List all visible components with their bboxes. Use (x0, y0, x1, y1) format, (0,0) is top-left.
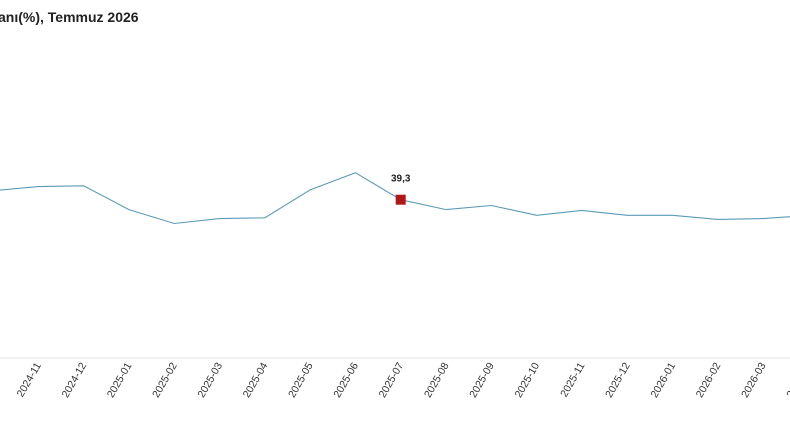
x-tick-label: 2025-11 (558, 360, 587, 399)
x-tick-label: 2025-04 (241, 360, 271, 400)
x-tick-label: 2025-12 (603, 360, 633, 400)
x-tick-label: 2026-01 (648, 360, 678, 400)
x-tick-label: 2026-04 (784, 360, 790, 400)
x-tick-label: 2024-12 (60, 360, 90, 400)
x-tick-label: 2024-11 (15, 360, 44, 399)
chart-title: anı(%), Temmuz 2026 (0, 9, 139, 25)
x-axis-ticks: 2024-11 2024-12 2025-01 2025-02 2025-03 2025-… (15, 360, 790, 400)
x-tick-label: 2025-09 (467, 360, 497, 400)
highlight-data-label: 39,3 (391, 174, 411, 185)
x-tick-label: 2025-10 (513, 360, 543, 400)
x-tick-label: 2025-06 (331, 360, 361, 400)
x-tick-label: 2025-01 (105, 360, 135, 400)
x-tick-label: 2025-03 (195, 360, 225, 400)
x-tick-label: 2026-03 (739, 360, 769, 400)
highlight-point-marker[interactable] (395, 194, 406, 205)
x-tick-label: 2025-08 (422, 360, 452, 400)
highlight-layer: 39,3 (391, 174, 411, 205)
x-tick-label: 2025-05 (286, 360, 316, 400)
x-tick-label: 2026-02 (694, 360, 724, 400)
x-tick-label: 2025-07 (377, 360, 407, 400)
x-tick-label: 2025-02 (150, 360, 180, 400)
